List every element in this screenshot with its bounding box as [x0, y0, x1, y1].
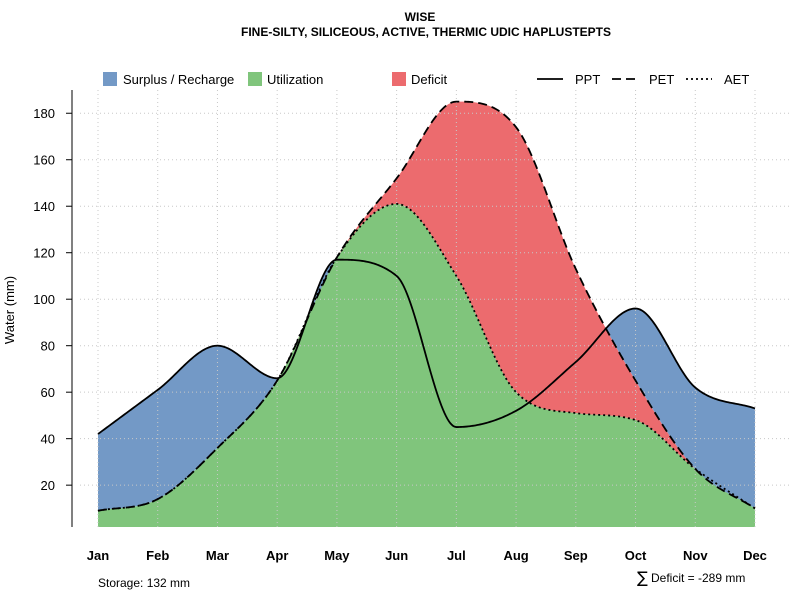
legend-swatch-0	[103, 72, 117, 86]
legend-line-label-ppt: PPT	[575, 72, 600, 87]
legend-swatch-2	[392, 72, 406, 86]
x-tick-label: Sep	[564, 548, 588, 563]
fill-layer	[98, 101, 755, 527]
axis-layer: 20 40 60 80 100 120 140 160 180 Jan Feb Mar Apr May Ju…	[33, 90, 767, 563]
deficit-area	[98, 101, 755, 511]
y-tick-label: 120	[33, 246, 55, 261]
y-axis-title: Water (mm)	[2, 276, 17, 344]
x-tick-label: Apr	[266, 548, 288, 563]
chart-title: WISE	[405, 10, 436, 24]
x-tick-label: Mar	[206, 548, 229, 563]
y-tick-label: 60	[41, 385, 55, 400]
surplus-area	[98, 101, 755, 511]
chart-subtitle: FINE-SILTY, SILICEOUS, ACTIVE, THERMIC U…	[241, 25, 611, 39]
x-tick-label: Nov	[683, 548, 708, 563]
legend: Surplus / Recharge Utilization Deficit PPT P…	[103, 72, 749, 87]
legend-swatch-1	[248, 72, 262, 86]
series-line-aet	[97, 202, 756, 512]
legend-line-label-pet: PET	[649, 72, 674, 87]
line-layer	[97, 100, 756, 512]
y-tick-label: 20	[41, 478, 55, 493]
x-tick-label: Jun	[385, 548, 408, 563]
grid-layer	[80, 90, 790, 527]
legend-line-label-aet: AET	[724, 72, 749, 87]
y-tick-label: 140	[33, 199, 55, 214]
x-tick-label: Jan	[87, 548, 109, 563]
x-tick-label: Oct	[625, 548, 647, 563]
sum-icon: ∑	[637, 568, 648, 587]
storage-note: Storage: 132 mm	[98, 576, 190, 590]
y-tick-label: 100	[33, 292, 55, 307]
y-tick-label: 40	[41, 432, 55, 447]
legend-label-1: Utilization	[267, 72, 323, 87]
x-tick-label: Jul	[447, 548, 466, 563]
y-tick-label: 180	[33, 106, 55, 121]
y-tick-label: 80	[41, 339, 55, 354]
legend-label-0: Surplus / Recharge	[123, 72, 234, 87]
utilization-area	[98, 203, 755, 527]
x-tick-label: Feb	[146, 548, 169, 563]
deficit-note: Deficit = -289 mm	[651, 571, 745, 585]
x-tick-label: May	[324, 548, 350, 563]
x-tick-label: Dec	[743, 548, 767, 563]
legend-label-2: Deficit	[411, 72, 448, 87]
x-tick-label: Aug	[503, 548, 528, 563]
y-tick-label: 160	[33, 153, 55, 168]
series-line-ppt	[97, 258, 756, 435]
